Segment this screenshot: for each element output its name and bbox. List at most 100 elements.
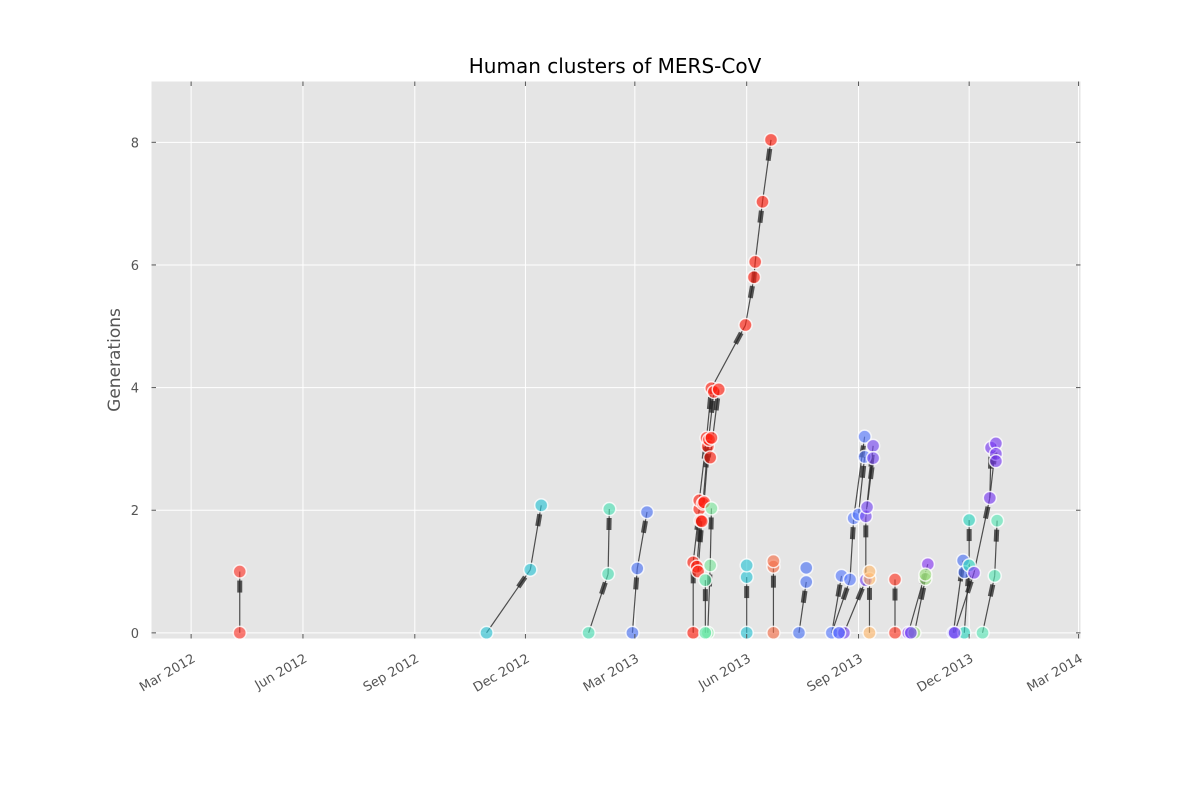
case-point (533, 498, 549, 513)
cluster-edge (744, 277, 755, 326)
edge-arrowhead (849, 527, 856, 540)
x-tick-label: Sep 2013 (805, 651, 866, 695)
case-point (232, 625, 247, 641)
edge-arrowhead (840, 587, 850, 601)
edge-arrowhead (599, 581, 608, 595)
edge-arrowhead (983, 506, 991, 520)
y-tick-label: 2 (131, 504, 139, 519)
case-point (763, 132, 779, 148)
edge-arrowhead (697, 530, 704, 543)
x-tick-label: Jun 2012 (252, 651, 310, 693)
case-point (903, 625, 919, 641)
case-point (982, 490, 998, 506)
edge-arrowhead (535, 513, 543, 527)
cluster-edge (798, 581, 807, 633)
edge-arrowhead (800, 590, 808, 604)
y-tick-label: 8 (131, 136, 139, 151)
case-point (961, 512, 977, 528)
case-point (479, 625, 494, 641)
case-point (887, 572, 903, 587)
case-point (857, 429, 872, 444)
edge-arrowhead (965, 580, 974, 594)
case-point (947, 625, 962, 641)
edge-arrowhead (516, 575, 528, 589)
case-point (987, 568, 1002, 584)
case-point (738, 317, 753, 333)
case-point (746, 269, 762, 285)
edge-arrowhead (859, 465, 867, 479)
case-point (639, 504, 655, 520)
plot-area (151, 81, 1081, 639)
edge-arrowhead (918, 587, 927, 600)
case-point (975, 625, 990, 641)
y-tick-label: 0 (131, 627, 139, 642)
case-point (600, 566, 616, 582)
x-tick-label: Dec 2013 (915, 651, 977, 695)
edge-arrowhead (868, 466, 875, 480)
case-point (766, 625, 781, 641)
case-point (799, 560, 814, 576)
case-point (966, 565, 982, 581)
case-point (918, 567, 933, 582)
y-tick-label: 4 (131, 382, 139, 397)
case-point (887, 625, 903, 641)
edge-arrowhead (835, 584, 843, 597)
case-point (862, 564, 877, 579)
edge-arrowhead (706, 396, 714, 410)
x-tick-label: Dec 2012 (471, 651, 533, 695)
case-point (698, 625, 713, 641)
x-tick-label: Jun 2013 (695, 651, 753, 693)
y-tick-label: 6 (131, 259, 139, 274)
case-point (989, 513, 1005, 528)
edge-arrowhead (747, 285, 755, 299)
case-point (862, 625, 877, 641)
case-point (755, 194, 770, 210)
case-point (523, 562, 538, 577)
case-point (704, 501, 719, 516)
edge-arrowhead (709, 400, 716, 414)
edge-arrowhead (993, 529, 1000, 542)
edge-arrowhead (855, 587, 865, 601)
case-point (747, 254, 763, 270)
case-point (799, 574, 814, 590)
case-point (625, 625, 640, 641)
edge-arrowhead (713, 398, 721, 411)
edge-arrowhead (987, 584, 996, 597)
case-point (702, 450, 718, 465)
y-axis-label: Generations (105, 308, 125, 412)
x-tick-label: Mar 2014 (1025, 651, 1086, 695)
x-tick-label: Mar 2013 (581, 651, 642, 695)
case-point (602, 501, 617, 517)
case-point (766, 553, 781, 569)
case-point (698, 572, 713, 588)
case-point (988, 453, 1004, 469)
case-point (831, 625, 847, 641)
case-point (711, 382, 726, 397)
cluster-points (232, 132, 1005, 641)
case-point (702, 558, 718, 573)
edge-arrowhead (757, 210, 764, 223)
edge-arrowhead (733, 331, 744, 345)
case-point (859, 499, 875, 515)
case-point (739, 558, 754, 573)
case-point (842, 572, 858, 587)
case-point (685, 625, 701, 641)
case-point (791, 625, 807, 641)
case-point (865, 450, 881, 466)
edge-arrowhead (765, 148, 773, 162)
case-point (581, 625, 596, 641)
plot-frame (150, 80, 1082, 640)
case-point (232, 564, 247, 579)
case-point (704, 430, 719, 446)
x-tick-label: Sep 2012 (361, 651, 422, 695)
x-tick-label: Mar 2012 (137, 651, 198, 695)
plot-background (151, 81, 1081, 639)
cluster-edge (866, 458, 874, 508)
case-point (630, 561, 645, 576)
chart-title: Human clusters of MERS-CoV (469, 54, 762, 78)
case-point (865, 438, 881, 454)
case-point (694, 514, 709, 529)
edge-arrowhead (640, 520, 648, 534)
edge-arrowhead (633, 577, 640, 590)
